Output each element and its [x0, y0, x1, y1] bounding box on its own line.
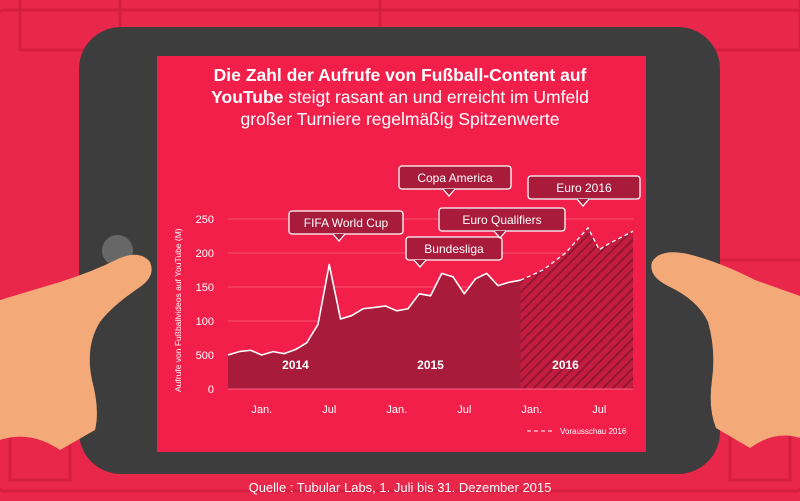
- annotation-pointer: [493, 230, 507, 239]
- annotation-text: FIFA World Cup: [304, 216, 389, 230]
- forecast-views-area: [520, 227, 633, 389]
- x-tick-label: Jan.: [386, 404, 407, 416]
- annotation-pointer: [442, 188, 456, 197]
- chart-title-youtube: YouTube: [211, 87, 284, 107]
- annotation-pointer: [413, 259, 427, 268]
- y-tick-label: 250: [196, 214, 214, 226]
- annotation-pointer: [332, 233, 346, 242]
- x-tick-label: Jan.: [521, 404, 542, 416]
- annotation-text: Copa America: [417, 171, 493, 185]
- y-axis-label: Aufrufe von Fußballvideos auf YouTube (M…: [173, 228, 183, 392]
- source-note: Quelle : Tubular Labs, 1. Juli bis 31. D…: [248, 480, 552, 495]
- annotation-text: Bundesliga: [424, 242, 484, 256]
- actual-views-line: [227, 263, 521, 356]
- y-tick-label: 500: [196, 350, 214, 362]
- y-tick-label: 200: [196, 248, 214, 260]
- annotation-box: [288, 210, 404, 235]
- annotation-text: Euro Qualifiers: [462, 213, 541, 227]
- legend-label: Vorausschau 2016: [560, 427, 627, 436]
- legend: Vorausschau 2016: [527, 427, 627, 436]
- annotation-callout: Euro Qualifiers: [438, 207, 566, 239]
- actual-views-area: [228, 264, 521, 389]
- x-tick-label: Jul: [457, 404, 471, 416]
- annotation-callout: Bundesliga: [405, 236, 503, 268]
- annotation-callout: Euro 2016: [527, 175, 641, 207]
- annotation-text: Euro 2016: [556, 181, 612, 195]
- x-tick-label: Jan.: [251, 404, 272, 416]
- year-label: 2016: [552, 358, 579, 372]
- annotation-callout: Copa America: [398, 165, 512, 197]
- x-tick-label: Jul: [592, 404, 606, 416]
- year-label: 2014: [282, 358, 309, 372]
- annotation-pointer: [576, 198, 590, 207]
- forecast-views-line: [520, 226, 634, 281]
- y-tick-label: 100: [196, 316, 214, 328]
- y-tick-label: 0: [208, 384, 214, 396]
- chart-title-line-1: Die Zahl der Aufrufe von Fußball-Content…: [213, 65, 587, 85]
- annotation-callout: FIFA World Cup: [288, 210, 404, 242]
- chart-title-line-2: YouTube steigt rasant an und erreicht im…: [175, 86, 625, 108]
- y-tick-label: 150: [196, 282, 214, 294]
- year-label: 2015: [417, 358, 444, 372]
- chart-title-line-3: großer Turniere regelmäßig Spitzenwerte: [240, 109, 560, 129]
- x-tick-label: Jul: [322, 404, 336, 416]
- annotation-box: [405, 236, 503, 261]
- chart-title-line-2-rest: steigt rasant an und erreicht im Umfeld: [283, 87, 589, 107]
